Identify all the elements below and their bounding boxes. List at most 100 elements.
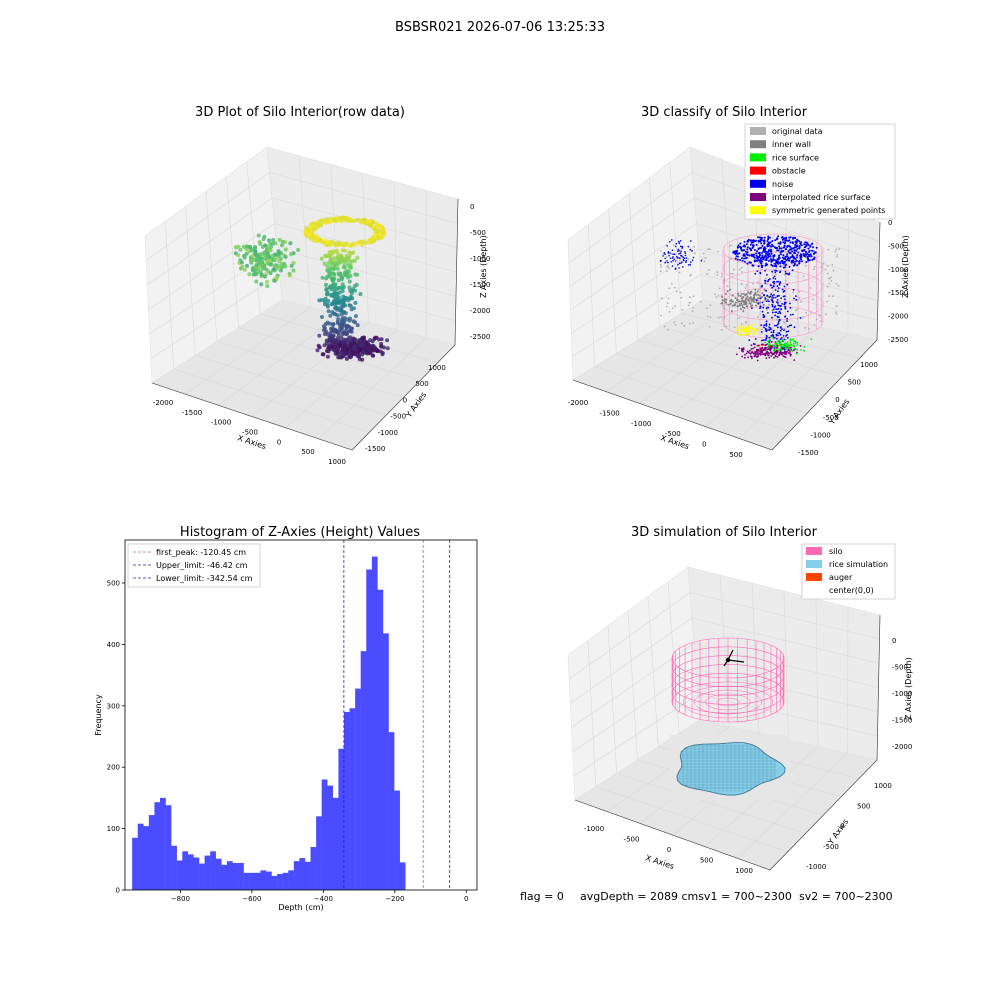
raw-data-point xyxy=(336,300,341,305)
noise-point xyxy=(761,237,763,239)
original-data-point xyxy=(673,286,676,289)
noise-point xyxy=(741,257,743,260)
noise-point xyxy=(812,258,815,260)
histogram-x-tick: −200 xyxy=(385,895,404,903)
noise-point xyxy=(734,257,737,260)
interpolated-rice-point xyxy=(775,353,778,355)
raw-data-point xyxy=(353,314,358,319)
noise-point xyxy=(773,336,776,339)
histogram-bar xyxy=(204,855,211,890)
original-data-point xyxy=(665,255,668,258)
noise-point xyxy=(755,260,758,262)
interpolated-rice-point xyxy=(778,354,780,357)
noise-point xyxy=(768,328,771,331)
noise-point xyxy=(762,294,765,297)
original-data-point xyxy=(826,265,829,267)
noise-point xyxy=(799,243,802,246)
inner-wall-point xyxy=(756,290,759,293)
interpolated-rice-point xyxy=(799,345,802,347)
rice-surface-point xyxy=(772,344,775,347)
raw-data-point xyxy=(329,262,334,267)
raw-data-point xyxy=(339,335,344,340)
raw-data-point xyxy=(375,348,380,353)
inner-wall-point xyxy=(745,305,748,308)
original-data-point xyxy=(731,273,734,275)
raw-data-point xyxy=(326,349,331,354)
noise-point xyxy=(812,246,814,249)
noise-point xyxy=(781,288,784,291)
interpolated-rice-point xyxy=(766,350,769,353)
raw-data-point xyxy=(325,304,330,309)
noise-point xyxy=(783,329,785,331)
raw-data-point xyxy=(343,248,347,253)
raw-data-point xyxy=(336,256,341,261)
original-data-point xyxy=(792,291,794,294)
noise-point xyxy=(776,295,779,297)
noise-point xyxy=(767,235,770,238)
rice-surface-point xyxy=(810,338,813,340)
original-data-point xyxy=(720,294,723,297)
noise-point xyxy=(763,239,766,242)
raw-data-point xyxy=(307,234,312,239)
raw-data-point xyxy=(344,324,349,328)
legend-swatch xyxy=(750,206,766,215)
original-data-point xyxy=(761,328,763,331)
noise-point xyxy=(759,297,762,300)
original-data-point xyxy=(777,288,780,291)
histogram-legend-label: Upper_limit: -46.42 cm xyxy=(156,561,248,570)
raw-data-point xyxy=(344,253,349,258)
raw-data-point xyxy=(350,296,355,301)
raw-data-point xyxy=(257,252,261,257)
noise-point xyxy=(740,246,743,249)
noise-point xyxy=(671,239,673,241)
noise-point xyxy=(689,248,691,251)
noise-point xyxy=(788,257,791,260)
noise-point xyxy=(761,254,764,257)
panel4-x-tick: -500 xyxy=(624,836,640,844)
raw-data-point xyxy=(324,329,329,334)
original-data-point xyxy=(830,276,833,278)
interpolated-rice-point xyxy=(746,350,749,353)
noise-point xyxy=(777,258,780,261)
noise-point xyxy=(805,261,808,263)
noise-point xyxy=(683,257,686,260)
noise-point xyxy=(792,247,795,250)
noise-point xyxy=(762,339,765,341)
noise-point xyxy=(777,235,780,238)
rice-surface-point xyxy=(800,349,802,351)
symmetric-generated-point xyxy=(735,329,738,331)
noise-point xyxy=(779,261,782,264)
original-data-point xyxy=(783,274,786,276)
original-data-point xyxy=(819,314,821,317)
panel1-x-tick: 0 xyxy=(277,438,281,446)
rice-surface-point xyxy=(779,347,782,350)
noise-point xyxy=(795,295,797,297)
panel1-title: 3D Plot of Silo Interior(row data) xyxy=(195,105,405,120)
noise-point xyxy=(784,305,786,308)
noise-point xyxy=(772,254,775,257)
raw-data-point xyxy=(261,237,266,241)
noise-point xyxy=(788,259,791,262)
interpolated-rice-point xyxy=(768,352,771,355)
interpolated-rice-point xyxy=(756,359,759,362)
noise-point xyxy=(744,260,746,263)
noise-point xyxy=(805,251,808,254)
inner-wall-point xyxy=(725,293,727,296)
rice-surface-point xyxy=(778,339,781,341)
raw-data-point xyxy=(289,252,294,257)
panel1-y-tick: -1000 xyxy=(378,429,398,437)
noise-point xyxy=(770,334,773,337)
interpolated-rice-point xyxy=(765,357,768,360)
noise-point xyxy=(766,240,769,243)
original-data-point xyxy=(716,274,719,276)
noise-point xyxy=(771,264,774,267)
noise-point xyxy=(788,273,790,276)
noise-point xyxy=(778,254,780,257)
raw-data-point xyxy=(276,252,281,257)
interpolated-rice-point xyxy=(770,355,773,357)
noise-point xyxy=(757,247,760,250)
noise-point xyxy=(789,302,791,305)
histogram-legend-label: Lower_limit: -342.54 cm xyxy=(156,574,253,583)
panel1-x-tick: 500 xyxy=(301,448,314,456)
inner-wall-point xyxy=(754,288,757,291)
